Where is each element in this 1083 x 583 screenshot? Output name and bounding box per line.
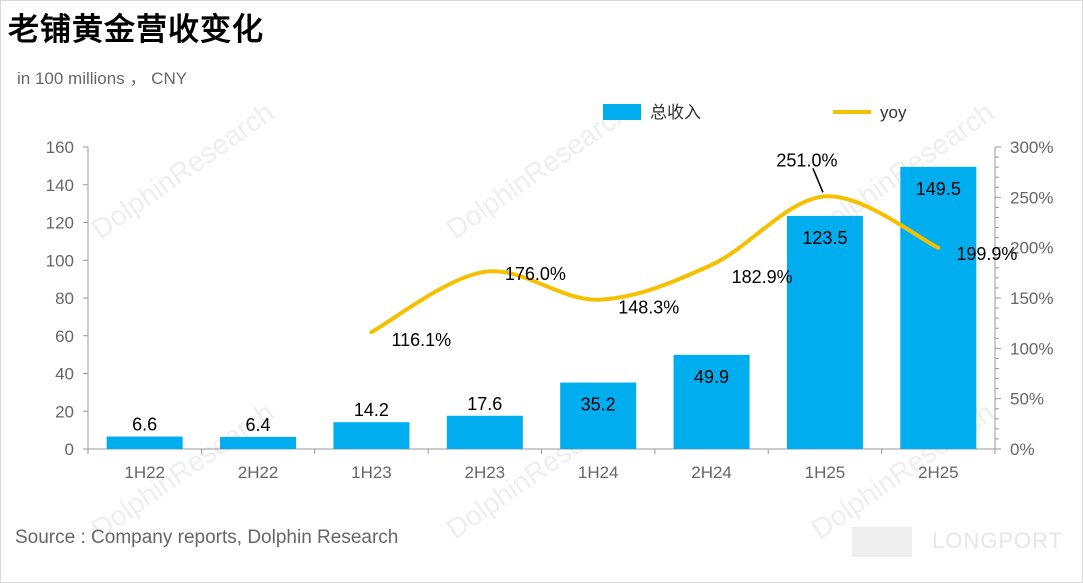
x-tick-label: 2H22 [238,463,279,482]
legend-bar-label: 总收入 [650,103,701,122]
right-tick-label: 0% [1010,440,1035,459]
chart-title: 老铺黄金营收变化 [8,12,264,48]
legend-bar-swatch [603,104,641,120]
yoy-label: 182.9% [732,267,793,287]
right-tick-label: 200% [1010,239,1053,258]
right-tick-label: 100% [1010,339,1053,358]
left-tick-label: 60 [55,327,74,346]
bar-label: 14.2 [354,400,389,420]
bar-label: 17.6 [467,394,502,414]
bar-label: 6.6 [132,415,157,435]
left-tick-label: 20 [55,402,74,421]
x-tick-label: 2H24 [691,463,732,482]
left-tick-label: 120 [46,214,74,233]
right-tick-label: 50% [1010,390,1044,409]
bar-1H22 [106,436,183,449]
bar-label: 123.5 [802,228,847,248]
x-tick-label: 1H23 [351,463,392,482]
right-tick-label: 300% [1010,138,1053,157]
yoy-label: 116.1% [391,330,451,350]
longport-logo: LONGPORT [852,527,1063,557]
right-tick-label: 250% [1010,188,1053,207]
x-tick-label: 2H25 [918,463,959,482]
left-tick-label: 160 [46,138,74,157]
bar-2H24 [673,354,750,449]
source-note: Source : Company reports, Dolphin Resear… [15,527,399,548]
x-tick-label: 2H23 [464,463,505,482]
leader-line [812,168,824,193]
bar-2H22 [220,436,297,449]
bar-1H24 [560,382,637,449]
x-tick-label: 1H22 [124,463,165,482]
yoy-label: 251.0% [776,150,837,170]
bar-2H25 [900,166,977,449]
legend-line-label: yoy [880,103,907,122]
bar-2H23 [446,415,523,449]
left-tick-label: 80 [55,289,74,308]
yoy-label: 176.0% [505,264,566,284]
left-tick-label: 100 [46,251,74,270]
bar-1H23 [333,422,410,449]
left-tick-label: 0 [65,440,74,459]
left-tick-label: 40 [55,365,74,384]
bar-label: 49.9 [694,367,729,387]
x-tick-label: 1H25 [805,463,846,482]
bar-label: 35.2 [581,395,616,415]
bar-label: 149.5 [916,179,961,199]
yoy-label: 148.3% [618,298,679,318]
bar-1H25 [786,215,863,449]
unit-label: in 100 millions ， CNY [17,69,188,88]
x-tick-label: 1H24 [578,463,619,482]
bar-label: 6.4 [246,415,271,435]
left-tick-label: 140 [46,176,74,195]
right-tick-label: 150% [1010,289,1053,308]
yoy-label: 199.9% [956,244,1017,264]
watermark: DolphinResearch [86,96,280,245]
yoy-line [369,194,941,335]
